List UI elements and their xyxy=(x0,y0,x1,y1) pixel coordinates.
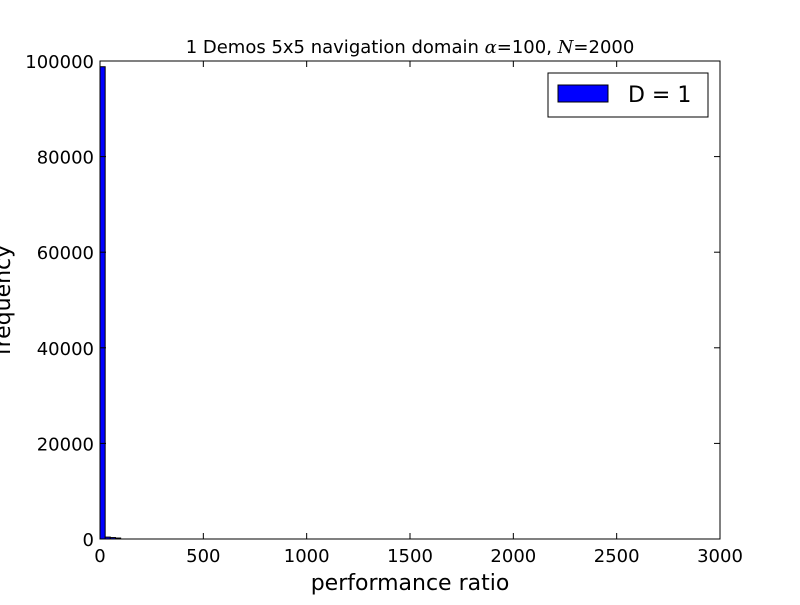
y-tick-label: 20000 xyxy=(37,434,94,455)
chart-title: 1 Demos 5x5 navigation domain α=100, N=2… xyxy=(186,37,635,58)
plot-area-frame xyxy=(99,60,721,540)
x-tick-label: 1000 xyxy=(284,546,330,567)
x-axis-ticks: 0 500 1000 1500 2000 2500 3000 xyxy=(94,61,743,567)
x-tick-label: 2500 xyxy=(594,546,640,567)
histogram-bar xyxy=(99,66,106,540)
y-axis-label: frequency xyxy=(0,245,16,355)
y-tick-label: 0 xyxy=(83,530,94,551)
y-tick-label: 40000 xyxy=(37,339,94,360)
x-tick-label: 3000 xyxy=(697,546,743,567)
x-tick-label: 500 xyxy=(186,546,220,567)
y-tick-label: 80000 xyxy=(37,148,94,169)
legend-swatch xyxy=(557,84,609,103)
x-tick-label: 0 xyxy=(94,546,105,567)
histogram-bars xyxy=(99,66,122,540)
legend: D = 1 xyxy=(547,72,709,118)
y-tick-label: 60000 xyxy=(37,243,94,264)
y-tick-label: 100000 xyxy=(25,52,94,73)
x-axis-label: performance ratio xyxy=(311,571,510,596)
legend-label: D = 1 xyxy=(628,83,691,108)
y-axis-ticks: 0 20000 40000 60000 80000 100000 xyxy=(25,52,720,551)
x-tick-label: 1500 xyxy=(387,546,433,567)
x-tick-label: 2000 xyxy=(490,546,536,567)
